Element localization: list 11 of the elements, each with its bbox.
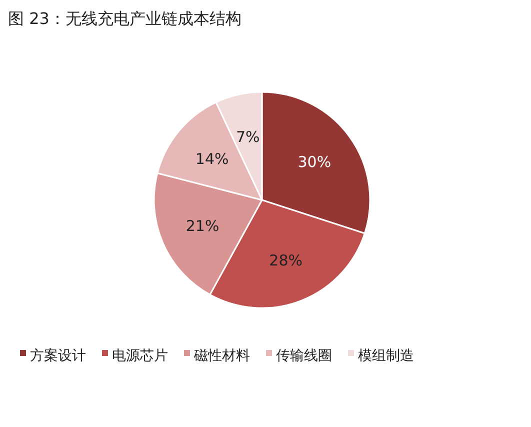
data-label: 21% [186, 216, 220, 235]
legend-label: 磁性材料 [193, 348, 250, 364]
legend-label: 传输线圈 [276, 348, 332, 364]
legend-label: 电源芯片 [112, 348, 168, 364]
data-label: 28% [269, 252, 303, 270]
data-label: 7% [236, 128, 260, 146]
legend-label: 模组制造 [358, 348, 414, 364]
legend-label: 方案设计 [30, 346, 86, 364]
chart-title: 图 23：无线充电产业链成本结构 [8, 9, 242, 28]
data-label: 14% [195, 150, 229, 168]
data-label: 30% [298, 153, 332, 172]
